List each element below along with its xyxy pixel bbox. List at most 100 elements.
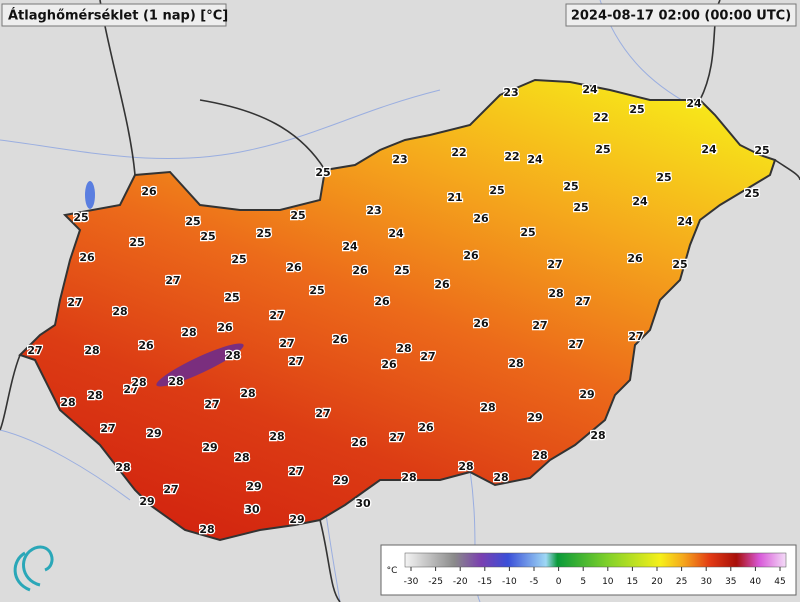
station-value: 25 bbox=[256, 227, 271, 240]
colorbar-tick-label: -25 bbox=[428, 577, 443, 587]
station-value: 26 bbox=[473, 317, 489, 330]
colorbar-tick-label: 30 bbox=[700, 577, 712, 587]
station-value: 28 bbox=[234, 451, 249, 464]
station-value: 28 bbox=[548, 287, 563, 300]
station-value: 23 bbox=[366, 204, 381, 217]
colorbar-tick-label: 25 bbox=[676, 577, 687, 587]
colorbar-unit: °C bbox=[387, 566, 398, 576]
station-value: 27 bbox=[288, 355, 303, 368]
station-value: 28 bbox=[131, 376, 146, 389]
station-value: 27 bbox=[67, 296, 82, 309]
station-value: 25 bbox=[563, 180, 578, 193]
logo bbox=[13, 545, 54, 592]
station-value: 26 bbox=[473, 212, 489, 225]
colorbar-tick-label: -20 bbox=[453, 577, 468, 587]
station-value: 28 bbox=[225, 349, 240, 362]
station-value: 30 bbox=[244, 503, 260, 516]
colorbar-tick-label: -30 bbox=[404, 577, 419, 587]
station-value: 28 bbox=[508, 357, 523, 370]
station-value: 27 bbox=[532, 319, 547, 332]
title: Átlaghőmérséklet (1 nap) [°C] bbox=[8, 8, 228, 24]
station-value: 29 bbox=[333, 474, 348, 487]
station-value: 28 bbox=[84, 344, 99, 357]
station-value: 27 bbox=[420, 350, 435, 363]
station-value: 25 bbox=[672, 258, 687, 271]
station-value: 29 bbox=[246, 480, 261, 493]
station-value: 23 bbox=[392, 153, 407, 166]
station-value: 25 bbox=[629, 103, 644, 116]
station-value: 28 bbox=[112, 305, 127, 318]
station-value: 28 bbox=[480, 401, 495, 414]
title-box bbox=[1, 3, 227, 27]
station-value: 28 bbox=[493, 471, 508, 484]
lake-neusiedl bbox=[85, 181, 95, 209]
colorbar-tick-label: -5 bbox=[530, 577, 539, 587]
station-value: 26 bbox=[138, 339, 154, 352]
station-value: 25 bbox=[595, 143, 610, 156]
colorbar-box bbox=[380, 544, 797, 596]
station-value: 24 bbox=[388, 227, 404, 240]
lake-balaton bbox=[156, 343, 244, 387]
station-value: 27 bbox=[547, 258, 562, 271]
station-value: 29 bbox=[202, 441, 217, 454]
station-value: 27 bbox=[269, 309, 284, 322]
station-value: 24 bbox=[582, 83, 598, 96]
station-value: 26 bbox=[332, 333, 348, 346]
station-value: 30 bbox=[355, 497, 371, 510]
station-value: 24 bbox=[686, 97, 702, 110]
station-value: 28 bbox=[181, 326, 196, 339]
station-value: 26 bbox=[434, 278, 450, 291]
colorbar-tick-label: 45 bbox=[774, 577, 785, 587]
station-value: 25 bbox=[744, 187, 759, 200]
station-value: 29 bbox=[146, 427, 161, 440]
station-value: 21 bbox=[447, 191, 462, 204]
colorbar-tick-label: 0 bbox=[556, 577, 562, 587]
station-value: 26 bbox=[627, 252, 643, 265]
station-value: 24 bbox=[701, 143, 717, 156]
station-value: 28 bbox=[115, 461, 130, 474]
station-value: 27 bbox=[27, 344, 42, 357]
station-value: 29 bbox=[527, 411, 542, 424]
station-value: 29 bbox=[139, 495, 154, 508]
station-value: 27 bbox=[279, 337, 294, 350]
station-value: 26 bbox=[374, 295, 390, 308]
station-value: 27 bbox=[100, 422, 115, 435]
station-value: 26 bbox=[418, 421, 434, 434]
station-value: 22 bbox=[504, 150, 519, 163]
station-value: 28 bbox=[240, 387, 255, 400]
colorbar-tick-label: -15 bbox=[477, 577, 492, 587]
station-value: 28 bbox=[396, 342, 411, 355]
station-value: 26 bbox=[217, 321, 233, 334]
station-value: 27 bbox=[123, 383, 138, 396]
station-value: 27 bbox=[315, 407, 330, 420]
station-value: 28 bbox=[532, 449, 547, 462]
station-value: 27 bbox=[288, 465, 303, 478]
station-value: 24 bbox=[632, 195, 648, 208]
colorbar-tick-label: 20 bbox=[651, 577, 663, 587]
station-value: 29 bbox=[579, 388, 594, 401]
station-value: 25 bbox=[754, 144, 769, 157]
colorbar-tick-label: 35 bbox=[725, 577, 736, 587]
timestamp: 2024-08-17 02:00 (00:00 UTC) bbox=[571, 9, 791, 24]
station-value: 28 bbox=[458, 460, 473, 473]
colorbar-tick-label: 5 bbox=[580, 577, 586, 587]
station-value: 28 bbox=[168, 375, 183, 388]
station-value: 27 bbox=[568, 338, 583, 351]
colorbar-ticks: -30 -25 -20 -15 -10 -5 0 5 10 15 20 25 30 35 40 45 bbox=[404, 567, 786, 587]
station-value: 26 bbox=[286, 261, 302, 274]
station-value: 27 bbox=[204, 398, 219, 411]
colorbar-tick-label: 40 bbox=[750, 577, 762, 587]
station-value: 27 bbox=[389, 431, 404, 444]
colorbar-tick-label: 10 bbox=[602, 577, 614, 587]
station-value: 27 bbox=[165, 274, 180, 287]
station-value: 28 bbox=[199, 523, 214, 536]
colorbar bbox=[404, 552, 787, 568]
station-value: 26 bbox=[352, 264, 368, 277]
station-value: 26 bbox=[141, 185, 157, 198]
station-value: 23 bbox=[503, 86, 518, 99]
station-value: 25 bbox=[231, 253, 246, 266]
